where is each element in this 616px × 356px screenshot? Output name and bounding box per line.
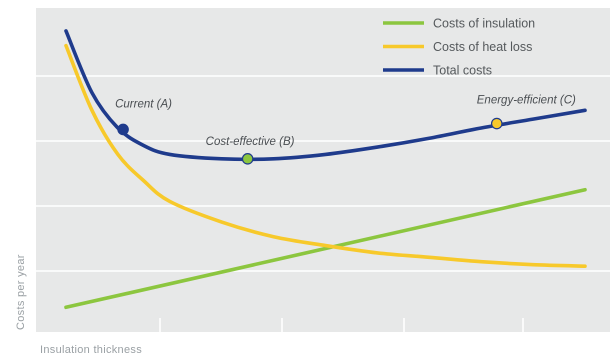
annotation-label-2: Cost-effective (B) — [206, 136, 295, 148]
annotation-labels: Current (A) Cost-effective (B) Energy-effi… — [115, 95, 576, 148]
annotation-marker-2 — [241, 153, 254, 165]
annotation-label-1: Current (A) — [115, 98, 172, 110]
legend-label-3: Total costs — [433, 64, 492, 78]
annotation-label-3: Energy-efficient (C) — [477, 95, 576, 107]
legend-label-1: Costs of insulation — [433, 17, 535, 31]
x-axis-label: Insulation thickness — [40, 344, 142, 356]
series-line-costs-of-insulation — [64, 187, 587, 310]
annotation-marker-1 — [117, 123, 129, 136]
y-axis-label: Costs per year — [15, 254, 27, 330]
annotation-markers — [117, 117, 503, 165]
plot-area — [36, 8, 610, 332]
legend: Costs of insulation Costs of heat loss Tot… — [383, 17, 535, 78]
series-line-costs-of-heat-loss — [64, 43, 587, 268]
annotation-marker-3 — [490, 117, 503, 130]
legend-label-2: Costs of heat loss — [433, 40, 532, 54]
